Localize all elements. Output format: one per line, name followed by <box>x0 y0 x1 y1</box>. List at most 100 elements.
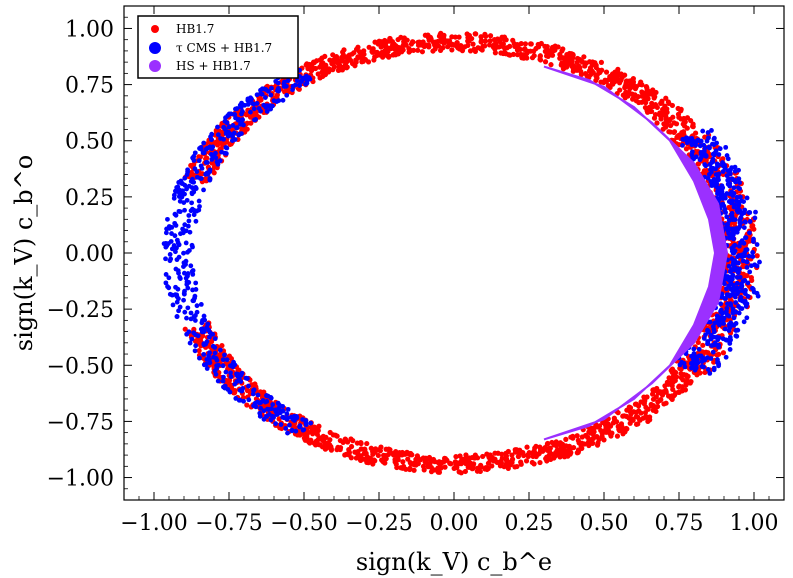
hb17-point <box>340 49 346 55</box>
hb17-point <box>746 238 753 244</box>
tau-cms-point <box>234 379 240 384</box>
tau-cms-point <box>730 273 736 279</box>
hb17-point <box>594 433 600 440</box>
hb17-point <box>462 468 468 475</box>
tau-cms-point <box>174 314 180 319</box>
tau-cms-point <box>167 291 173 297</box>
tau-cms-point <box>184 315 189 321</box>
tau-cms-point <box>716 162 722 168</box>
tau-cms-point <box>292 82 298 88</box>
hb17-point <box>469 454 475 461</box>
tau-cms-point <box>285 430 290 436</box>
hb17-point <box>563 63 569 70</box>
tau-cms-point <box>196 198 202 204</box>
tau-cms-point <box>693 365 699 371</box>
tau-cms-point <box>185 305 191 311</box>
tau-cms-point <box>742 207 748 213</box>
hb17-point <box>398 34 404 41</box>
tau-cms-point <box>189 336 195 342</box>
tau-cms-point <box>212 336 218 342</box>
tau-cms-point <box>177 209 183 215</box>
tau-cms-point <box>182 270 187 276</box>
hb17-point <box>661 401 667 407</box>
hb17-point <box>219 343 225 349</box>
hb17-point <box>642 104 649 111</box>
tau-cms-point <box>725 168 731 174</box>
hb17-point <box>398 465 404 471</box>
tau-cms-point <box>696 353 702 359</box>
tau-cms-point <box>705 130 711 135</box>
tau-cms-point <box>731 185 737 191</box>
tau-cms-point <box>264 414 270 419</box>
hb17-point <box>673 390 679 396</box>
tau-cms-point <box>707 162 713 167</box>
hb17-point <box>640 415 646 421</box>
hb17-point <box>426 454 433 461</box>
hb17-point <box>365 59 372 65</box>
hb17-point <box>420 39 426 45</box>
tau-cms-point <box>734 194 740 200</box>
tau-cms-point <box>207 334 212 340</box>
tau-cms-point <box>193 287 199 292</box>
hb17-point <box>638 399 644 405</box>
hb17-point <box>593 77 599 83</box>
tau-cms-point <box>700 128 706 134</box>
hb17-point <box>492 450 498 456</box>
hb17-point <box>638 79 644 85</box>
hb17-point <box>487 457 493 463</box>
tau-cms-point <box>285 415 290 421</box>
hb17-point <box>553 443 559 449</box>
tau-cms-point <box>169 225 175 230</box>
x-tick-label: 0.75 <box>655 511 704 536</box>
tau-cms-point <box>727 293 733 299</box>
tau-cms-point <box>725 228 731 234</box>
hb17-point <box>318 61 325 68</box>
hb17-point <box>311 59 317 66</box>
tau-cms-point <box>222 150 228 156</box>
tau-cms-point <box>221 136 226 142</box>
hb17-point <box>659 389 665 395</box>
tau-cms-point <box>716 152 722 157</box>
hb17-point <box>624 407 630 413</box>
tau-cms-point <box>183 262 188 267</box>
tau-cms-point <box>226 124 232 130</box>
tau-cms-point <box>733 300 739 305</box>
hb17-point <box>522 41 529 47</box>
tau-cms-point <box>711 177 717 183</box>
hb17-point <box>456 469 462 475</box>
tau-cms-point <box>716 363 721 369</box>
tau-cms-point <box>176 194 182 199</box>
hb17-point <box>644 109 651 115</box>
hb17-point <box>700 342 706 348</box>
hb17-point <box>649 103 656 110</box>
hb17-point <box>188 169 194 176</box>
hb17-point <box>658 116 664 122</box>
tau-cms-point <box>184 172 190 178</box>
tau-cms-point <box>186 218 192 224</box>
tau-cms-point <box>267 103 273 108</box>
tau-cms-point <box>731 204 737 210</box>
tau-cms-point <box>268 394 274 400</box>
hb17-point <box>487 38 493 44</box>
tau-cms-point <box>186 329 192 335</box>
hb17-point <box>503 456 510 462</box>
tau-cms-point <box>197 146 202 151</box>
tau-cms-point <box>232 112 238 117</box>
tau-cms-point <box>177 198 183 204</box>
tau-cms-point <box>723 144 729 150</box>
tau-cms-point <box>181 297 186 303</box>
tau-cms-point <box>722 326 728 332</box>
tau-cms-point <box>727 198 733 204</box>
hb17-point <box>470 41 476 47</box>
hb17-point <box>442 37 448 43</box>
hb17-point <box>520 449 526 456</box>
tau-cms-point <box>262 95 268 100</box>
tau-cms-point <box>711 329 717 335</box>
hb17-point <box>662 112 668 118</box>
hb17-point <box>659 99 665 106</box>
tau-cms-point <box>170 302 176 308</box>
tau-cms-point <box>265 406 270 412</box>
x-tick-label: 1.00 <box>730 511 779 536</box>
x-tick-label: −0.75 <box>195 511 262 536</box>
